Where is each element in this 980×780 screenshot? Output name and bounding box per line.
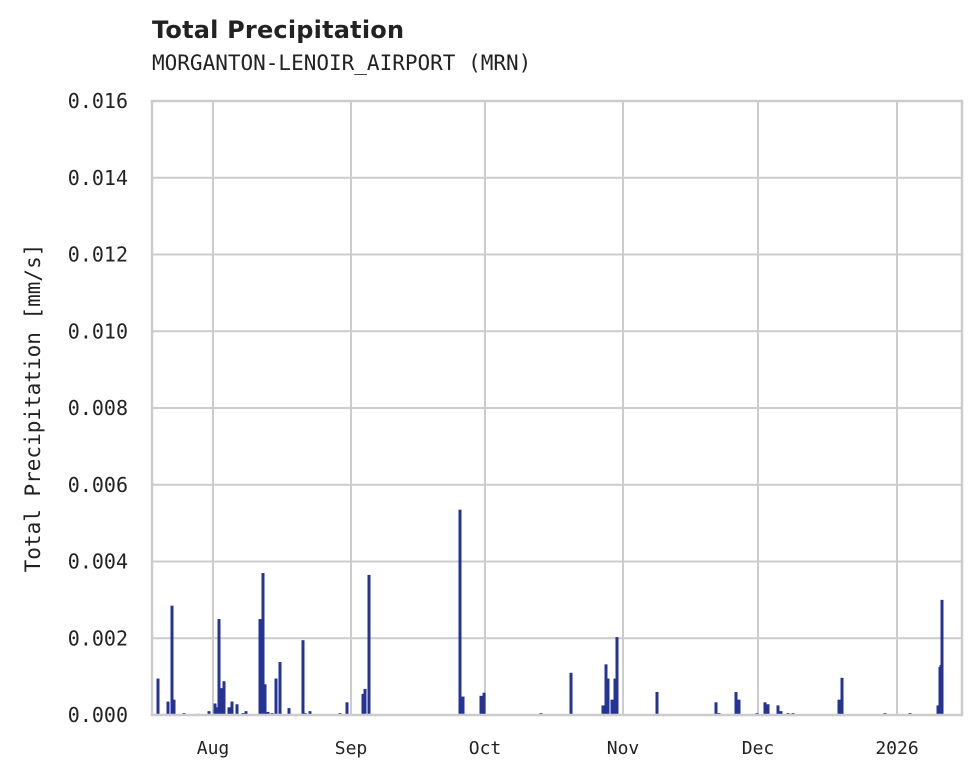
- precip-bar: [244, 711, 248, 715]
- x-tick-label: Oct: [469, 738, 502, 759]
- y-axis-ticks: 0.000 0.002 0.004 0.006 0.008 0.010 0.012 0.014…: [68, 89, 128, 727]
- y-tick-label: 0.002: [68, 626, 128, 650]
- x-tick-label: Nov: [607, 738, 640, 759]
- precip-bar: [166, 701, 170, 715]
- y-axis-label: Total Precipitation [mm/s]: [21, 244, 45, 573]
- precip-bar: [345, 702, 349, 715]
- precip-bar: [737, 699, 741, 715]
- precip-bar: [776, 705, 780, 715]
- y-tick-label: 0.016: [68, 89, 128, 113]
- precip-bar: [207, 711, 211, 715]
- y-tick-label: 0.004: [68, 550, 128, 574]
- precip-bar: [235, 704, 239, 715]
- plot-frame: [150, 99, 964, 717]
- precip-bar: [230, 701, 234, 715]
- precip-bar: [461, 696, 465, 715]
- x-axis-ticks: Aug Sep Oct Nov Dec 2026: [197, 738, 919, 759]
- chart-subtitle: MORGANTON-LENOIR_AIRPORT (MRN): [152, 51, 532, 75]
- x-tick-label: Sep: [335, 738, 368, 759]
- precip-bar: [601, 705, 605, 715]
- precip-bar: [361, 693, 365, 715]
- precip-bar: [213, 703, 217, 715]
- precip-bar: [482, 692, 486, 715]
- precip-bar: [227, 707, 231, 715]
- precip-bar: [766, 704, 770, 715]
- y-tick-label: 0.006: [68, 473, 128, 497]
- precip-bar: [258, 619, 262, 715]
- x-tick-label: Aug: [197, 738, 230, 759]
- precip-bar: [479, 695, 483, 715]
- precip-bar: [604, 664, 608, 715]
- precip-bar: [610, 699, 614, 715]
- precip-bar: [263, 684, 267, 715]
- y-tick-label: 0.010: [68, 319, 128, 343]
- precip-bar: [734, 691, 738, 715]
- precip-bar: [606, 678, 610, 715]
- precip-bar: [261, 573, 265, 715]
- precip-bar: [278, 662, 282, 715]
- precip-bar: [763, 702, 767, 715]
- precip-bar: [170, 605, 174, 715]
- precip-bar: [837, 699, 841, 715]
- precip-bar: [840, 677, 844, 715]
- precip-bar: [615, 637, 619, 715]
- bars: [156, 509, 944, 715]
- precip-bar: [308, 711, 312, 715]
- precip-bar: [936, 705, 940, 715]
- x-tick-label: Dec: [742, 738, 775, 759]
- y-tick-label: 0.014: [68, 166, 128, 190]
- y-tick-label: 0.008: [68, 396, 128, 420]
- precip-bar: [172, 699, 176, 715]
- precip-bar: [215, 707, 219, 715]
- precip-bar: [458, 509, 462, 715]
- precip-bar: [220, 688, 224, 715]
- precip-bar: [367, 574, 371, 715]
- precip-bar: [655, 691, 659, 715]
- chart-title: Total Precipitation: [152, 16, 405, 44]
- x-tick-label: 2026: [875, 738, 918, 759]
- grid-lines: [152, 100, 962, 716]
- precip-bar: [222, 681, 226, 715]
- precip-bar: [714, 702, 718, 715]
- precip-bar: [217, 619, 221, 715]
- precip-bar: [363, 688, 367, 715]
- precip-bar: [287, 708, 291, 715]
- precip-bar: [266, 711, 270, 715]
- precip-bar: [569, 672, 573, 715]
- precip-bar: [274, 678, 278, 715]
- precip-bar: [613, 678, 617, 715]
- y-tick-label: 0.000: [68, 703, 128, 727]
- y-tick-label: 0.012: [68, 243, 128, 267]
- precip-bar: [301, 640, 305, 715]
- precip-bar: [779, 711, 783, 715]
- precip-bar: [156, 678, 160, 715]
- precip-bar: [940, 599, 944, 715]
